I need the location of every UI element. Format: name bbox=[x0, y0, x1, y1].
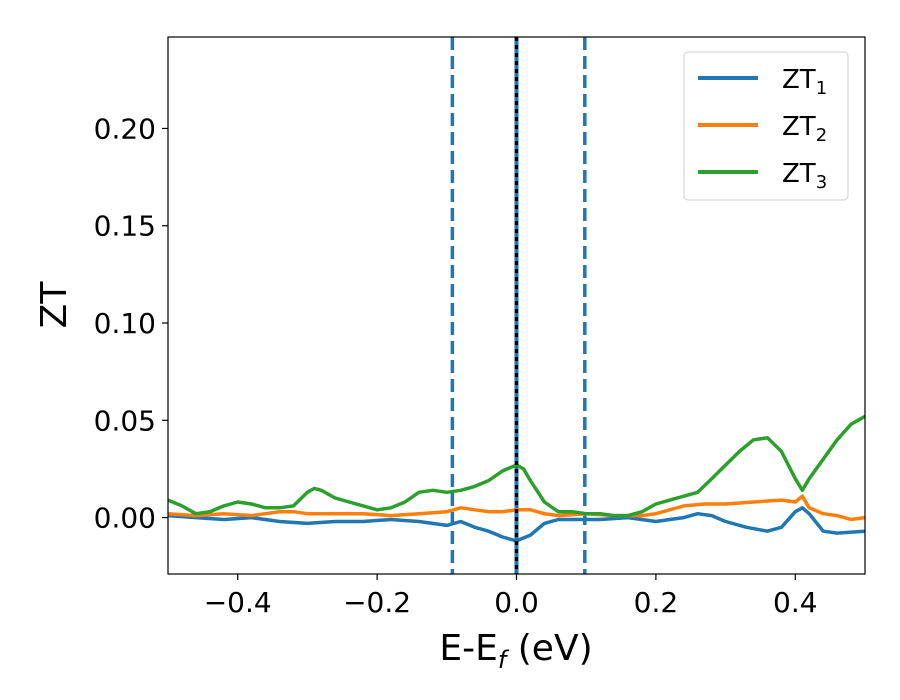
x-tick-label: 0.2 bbox=[634, 586, 679, 619]
series-line-zt3 bbox=[168, 414, 865, 518]
x-tick-label: −0.4 bbox=[204, 586, 272, 619]
y-tick-label: 0.00 bbox=[94, 502, 156, 535]
y-axis-ticks: 0.00 0.05 0.10 0.15 0.20 bbox=[94, 112, 168, 535]
y-tick-label: 0.10 bbox=[94, 307, 156, 340]
x-tick-label: −0.2 bbox=[343, 586, 411, 619]
x-tick-label: 0.0 bbox=[494, 586, 539, 619]
y-tick-label: 0.05 bbox=[94, 404, 156, 437]
series-line-zt1 bbox=[168, 506, 865, 543]
x-axis-label: E-Ef (eV) bbox=[439, 628, 592, 674]
x-axis-ticks: −0.4 −0.2 0.0 0.2 0.4 bbox=[204, 574, 818, 619]
y-tick-label: 0.20 bbox=[94, 112, 156, 145]
legend-box bbox=[683, 51, 849, 201]
legend-label-zt1: ZT1 bbox=[782, 65, 827, 99]
y-tick-label: 0.15 bbox=[94, 210, 156, 243]
series-group bbox=[168, 414, 865, 543]
legend-label-zt2: ZT2 bbox=[782, 112, 827, 146]
x-tick-label: 0.4 bbox=[773, 586, 818, 619]
legend: ZT1 ZT2 ZT3 bbox=[683, 51, 849, 201]
y-axis-label: ZT bbox=[34, 281, 75, 329]
legend-label-zt3: ZT3 bbox=[782, 159, 827, 193]
series-line-zt2 bbox=[168, 494, 865, 522]
